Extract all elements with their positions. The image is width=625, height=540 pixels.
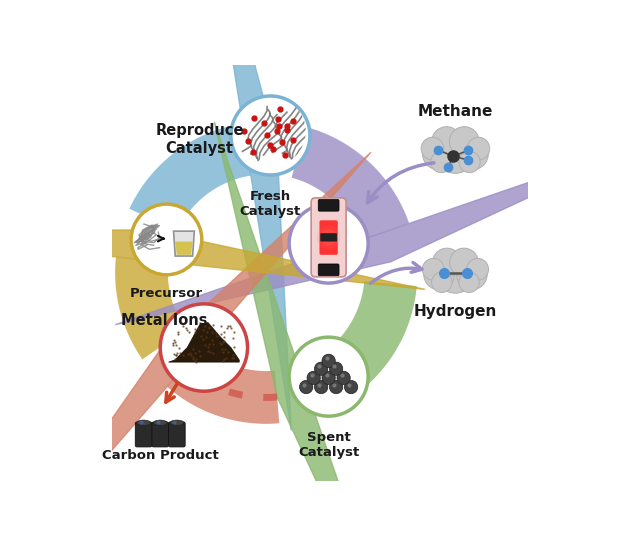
Ellipse shape	[137, 420, 151, 426]
Circle shape	[434, 131, 477, 173]
Polygon shape	[202, 0, 291, 430]
Circle shape	[321, 229, 337, 246]
Circle shape	[435, 252, 476, 293]
Circle shape	[449, 127, 479, 157]
FancyBboxPatch shape	[319, 220, 338, 255]
Polygon shape	[175, 241, 192, 255]
Circle shape	[322, 354, 335, 368]
Circle shape	[432, 127, 461, 157]
Text: Spent
Catalyst: Spent Catalyst	[298, 431, 359, 458]
Circle shape	[307, 371, 321, 384]
Text: Metal Ions: Metal Ions	[121, 313, 208, 328]
Text: Carbon Product: Carbon Product	[102, 449, 219, 462]
FancyBboxPatch shape	[169, 422, 185, 447]
Circle shape	[317, 226, 340, 249]
Text: Fresh
Catalyst: Fresh Catalyst	[240, 190, 301, 218]
Circle shape	[289, 337, 368, 416]
Circle shape	[344, 380, 357, 394]
Circle shape	[329, 362, 342, 375]
Text: Precursor: Precursor	[130, 287, 203, 300]
Circle shape	[421, 137, 444, 160]
Circle shape	[432, 248, 461, 277]
Circle shape	[456, 138, 488, 170]
Polygon shape	[115, 139, 625, 325]
Circle shape	[467, 258, 489, 280]
Ellipse shape	[153, 420, 167, 426]
Circle shape	[314, 380, 328, 394]
Circle shape	[131, 204, 202, 275]
Circle shape	[314, 362, 328, 375]
Polygon shape	[169, 322, 239, 362]
Circle shape	[322, 371, 335, 384]
FancyBboxPatch shape	[318, 264, 339, 275]
Circle shape	[289, 204, 368, 283]
FancyBboxPatch shape	[318, 199, 339, 211]
Text: Methane: Methane	[418, 104, 493, 119]
FancyBboxPatch shape	[321, 233, 337, 241]
Circle shape	[422, 138, 454, 170]
Polygon shape	[214, 122, 399, 540]
Circle shape	[424, 259, 454, 290]
Circle shape	[329, 380, 342, 394]
Ellipse shape	[170, 420, 184, 426]
FancyBboxPatch shape	[311, 198, 346, 277]
Polygon shape	[0, 230, 425, 289]
Circle shape	[299, 380, 313, 394]
Circle shape	[160, 304, 248, 391]
FancyBboxPatch shape	[135, 422, 152, 447]
Polygon shape	[174, 231, 194, 256]
Polygon shape	[0, 152, 371, 540]
Circle shape	[456, 259, 487, 290]
Text: Hydrogen: Hydrogen	[414, 304, 497, 319]
Circle shape	[422, 258, 444, 280]
Circle shape	[231, 96, 310, 175]
Circle shape	[449, 248, 478, 277]
Circle shape	[432, 272, 452, 293]
Text: Reproduce
Catalyst: Reproduce Catalyst	[156, 124, 244, 156]
Circle shape	[459, 272, 479, 293]
Circle shape	[431, 151, 452, 173]
Circle shape	[459, 151, 480, 173]
FancyBboxPatch shape	[152, 422, 169, 447]
Circle shape	[467, 137, 490, 160]
Circle shape	[337, 371, 350, 384]
